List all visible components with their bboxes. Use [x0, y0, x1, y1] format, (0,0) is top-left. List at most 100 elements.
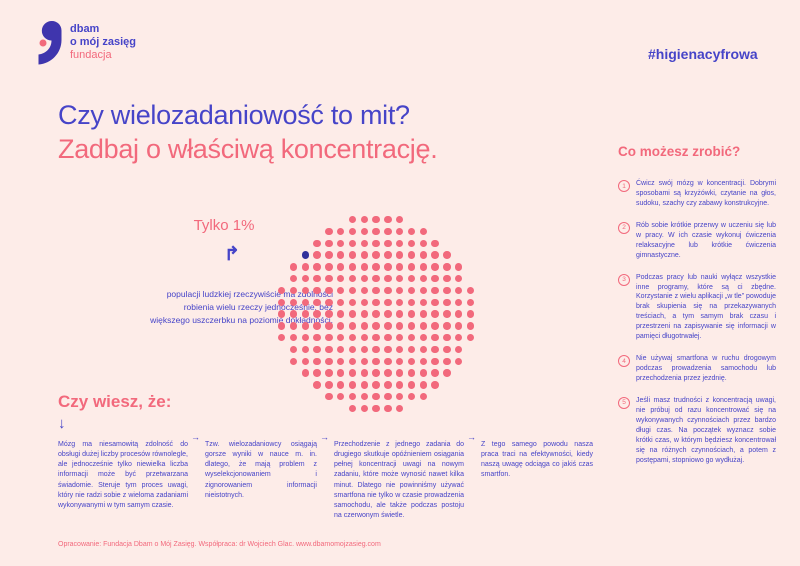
population-dot — [313, 357, 321, 365]
population-dot — [360, 357, 368, 365]
population-dot — [301, 310, 309, 318]
population-dot — [419, 298, 427, 306]
population-dot — [313, 251, 321, 259]
population-dot — [313, 322, 321, 330]
population-dot — [348, 322, 357, 330]
population-dot — [443, 357, 451, 365]
population-dot — [348, 334, 357, 342]
population-dot — [396, 227, 404, 236]
population-dot — [407, 357, 416, 365]
population-dot — [431, 298, 439, 306]
population-dot — [396, 334, 404, 342]
population-dot — [443, 310, 451, 318]
population-dot — [337, 345, 345, 354]
population-dot — [360, 345, 368, 354]
population-dot — [384, 227, 392, 236]
population-dot — [443, 322, 451, 330]
population-dot — [289, 357, 298, 365]
population-dot — [289, 345, 298, 354]
population-dot — [313, 345, 321, 354]
population-dot — [337, 275, 345, 283]
population-dot — [443, 345, 451, 354]
population-dot — [301, 334, 309, 342]
population-dot — [396, 239, 404, 247]
campaign-hashtag: #higienacyfrowa — [648, 46, 758, 62]
population-dot — [455, 357, 463, 365]
action-text: Rób sobie krótkie przerwy w uczeniu się … — [636, 221, 776, 259]
population-dot — [278, 298, 286, 306]
population-dot — [348, 251, 357, 259]
population-dot — [407, 393, 416, 401]
population-dot — [407, 298, 416, 306]
population-dot — [384, 322, 392, 330]
population-dot — [455, 275, 463, 283]
population-dot — [360, 310, 368, 318]
population-dot — [325, 239, 333, 247]
population-dot — [372, 251, 380, 259]
action-text: Ćwicz swój mózg w koncentracji. Dobrymi … — [636, 180, 776, 207]
population-dot — [431, 345, 439, 354]
population-dot — [301, 322, 309, 330]
population-dot — [325, 298, 333, 306]
population-dot — [407, 286, 416, 295]
logo-line-1: dbam — [70, 23, 100, 35]
population-dot — [289, 322, 298, 330]
population-dot — [372, 404, 380, 413]
population-dot — [407, 334, 416, 342]
population-dot — [325, 369, 333, 377]
population-dot — [337, 381, 345, 389]
population-dot — [384, 404, 392, 413]
population-dot — [360, 286, 368, 295]
population-dot — [289, 275, 298, 283]
logo: dbam o mój zasięg fundacja — [36, 20, 136, 66]
population-dot — [372, 216, 380, 224]
population-dot — [301, 286, 309, 295]
population-dot — [360, 298, 368, 306]
title-line-1: Czy wielozadaniowość to mit? — [58, 100, 410, 130]
population-dot — [348, 239, 357, 247]
population-dot — [337, 239, 345, 247]
population-dot — [384, 239, 392, 247]
highlighted-population-dot — [301, 251, 309, 259]
population-dot — [431, 239, 439, 247]
population-dot — [455, 310, 463, 318]
population-dot — [396, 322, 404, 330]
population-dot — [325, 393, 333, 401]
population-dot — [337, 263, 345, 271]
population-dot — [396, 298, 404, 306]
number-badge: 2 — [618, 221, 630, 234]
population-dot — [337, 310, 345, 318]
population-dot — [348, 310, 357, 318]
population-dot — [301, 357, 309, 365]
population-dot — [396, 216, 404, 224]
population-dot — [337, 227, 345, 236]
population-dot — [384, 381, 392, 389]
population-dot — [396, 357, 404, 365]
population-dot — [360, 381, 368, 389]
population-dot — [360, 251, 368, 259]
population-dot — [289, 310, 298, 318]
population-dot — [455, 263, 463, 271]
population-dot — [419, 369, 427, 377]
population-dot — [337, 286, 345, 295]
population-dot — [372, 322, 380, 330]
population-dot — [419, 263, 427, 271]
population-dot — [301, 369, 309, 377]
population-dot — [372, 345, 380, 354]
population-dot — [407, 263, 416, 271]
population-dot — [313, 275, 321, 283]
population-dot — [419, 381, 427, 389]
logo-line-3: fundacja — [70, 49, 112, 61]
population-dot — [337, 357, 345, 365]
population-dot — [278, 310, 286, 318]
population-dot — [407, 310, 416, 318]
population-dot — [431, 357, 439, 365]
logo-icon — [38, 20, 62, 65]
population-dot — [396, 345, 404, 354]
action-item: 3 Podczas pracy lub nauki wyłącz wszystk… — [618, 273, 776, 343]
right-arrow-icon: → — [191, 432, 200, 442]
population-dot — [301, 263, 309, 271]
number-badge: 3 — [618, 273, 630, 286]
population-dot — [372, 227, 380, 236]
